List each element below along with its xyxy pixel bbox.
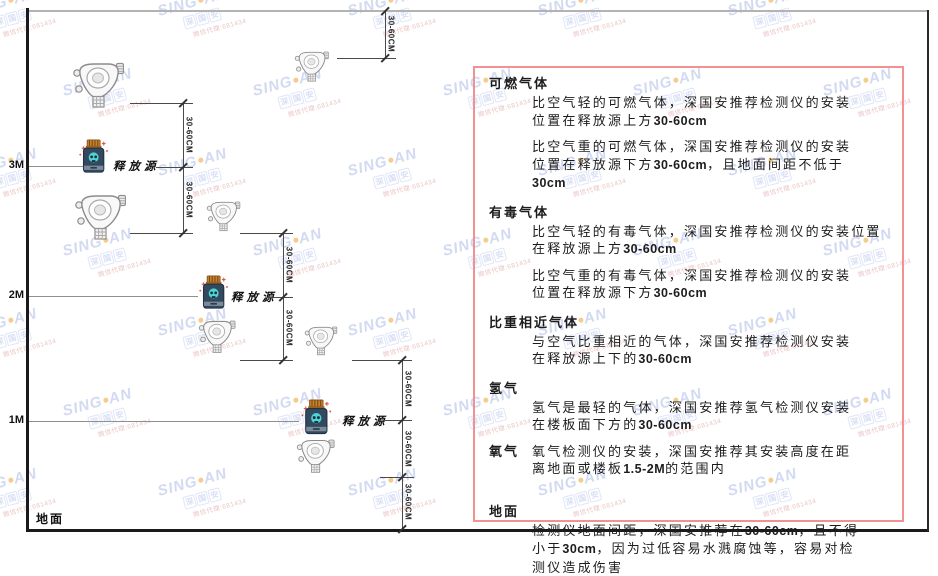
dimension-tick (240, 360, 293, 361)
dimension-label: 30-60CM (387, 16, 396, 52)
panel-section: 比重相近气体与空气比重相近的气体，深国安推荐检测仪安装在释放源上下的30-60c… (475, 314, 902, 369)
dimension-tick (156, 167, 193, 168)
gas-detector-icon (304, 326, 337, 359)
section-heading: 氧气 (489, 443, 519, 460)
dimension-tick (383, 420, 412, 421)
paragraph-line: 在释放源上方30-60cm (475, 240, 902, 259)
section-body: 氢气是最轻的气体，深国安推荐氢气检测仪安装在楼板面下方的30-60cm (475, 399, 902, 435)
section-heading: 地面 (489, 503, 902, 520)
release-source-label: 释放源 (342, 413, 389, 429)
dimension-label: 30-60CM (404, 431, 413, 467)
right-border-line (927, 10, 929, 531)
ceiling-line (27, 10, 928, 12)
paragraph-line: 比空气重的有毒气体，深国安推荐检测仪的安装 (475, 267, 902, 285)
paragraph: 比空气重的有毒气体，深国安推荐检测仪的安装位置在释放源下方30-60cm (475, 267, 902, 303)
dimension-label: 30-60CM (404, 371, 413, 407)
dimension-label: 30-60CM (285, 247, 294, 283)
gas-detector-icon (206, 201, 240, 235)
release-source-icon (300, 399, 333, 440)
paragraph: 氧气检测仪的安装，深国安推荐其安装高度在距离地面或楼板1.5-2M的范围内 (475, 443, 902, 479)
height-label-3m: 3M (2, 159, 24, 171)
paragraph-line: 位置在释放源下方30-60cm，且地面间距不低于 (475, 156, 902, 175)
dimension-label: 30-60CM (185, 182, 194, 218)
info-panel: 可燃气体比空气轻的可燃气体，深国安推荐检测仪的安装位置在释放源上方30-60cm… (473, 66, 904, 522)
section-heading: 有毒气体 (489, 204, 902, 221)
paragraph-line: 比空气轻的有毒气体，深国安推荐检测仪的安装位置 (475, 223, 902, 241)
paragraph-line: 比空气重的可燃气体，深国安推荐检测仪的安装 (475, 138, 902, 156)
paragraph-line: 在楼板面下方的30-60cm (475, 416, 902, 435)
height-line-1m (29, 421, 299, 422)
section-body: 比空气轻的有毒气体，深国安推荐检测仪的安装位置在释放源上方30-60cm 比空气重… (475, 223, 902, 303)
section-body: 氧气检测仪的安装，深国安推荐其安装高度在距离地面或楼板1.5-2M的范围内 (475, 443, 902, 479)
section-heading: 比重相近气体 (489, 314, 902, 331)
paragraph-line: 位置在释放源下方30-60cm (475, 284, 902, 303)
panel-section: 氢气氢气是最轻的气体，深国安推荐氢气检测仪安装在楼板面下方的30-60cm (475, 380, 902, 435)
section-body: 与空气比重相近的气体，深国安推荐检测仪安装在释放源上下的30-60cm (475, 333, 902, 369)
height-line-2m (29, 296, 198, 297)
dimension-tick (240, 233, 293, 234)
section-heading: 可燃气体 (489, 75, 902, 92)
info-panel-content: 可燃气体比空气轻的可燃气体，深国安推荐检测仪的安装位置在释放源上方30-60cm… (475, 68, 902, 520)
paragraph-line: 检测仪地面间距，深国安推荐在30-60cm，且不得 (475, 522, 902, 541)
paragraph-line: 与空气比重相近的气体，深国安推荐检测仪安装 (475, 333, 902, 351)
height-line-3m (29, 166, 85, 167)
paragraph-line: 30cm (475, 174, 902, 193)
paragraph-line: 比空气轻的可燃气体，深国安推荐检测仪的安装 (475, 94, 902, 112)
paragraph: 比空气重的可燃气体，深国安推荐检测仪的安装位置在释放源下方30-60cm，且地面… (475, 138, 902, 193)
paragraph-line: 离地面或楼板1.5-2M的范围内 (475, 460, 902, 479)
wall-line (26, 8, 29, 532)
dimension-tick (337, 58, 396, 59)
gas-detector-icon (72, 62, 124, 113)
panel-section: 氧气氧气检测仪的安装，深国安推荐其安装高度在距离地面或楼板1.5-2M的范围内 (475, 443, 902, 479)
section-body: 检测仪地面间距，深国安推荐在30-60cm，且不得小于30cm，因为过低容易水溅… (475, 522, 902, 576)
panel-section: 可燃气体比空气轻的可燃气体，深国安推荐检测仪的安装位置在释放源上方30-60cm… (475, 75, 902, 193)
release-source-icon (198, 275, 229, 315)
paragraph-line: 氢气是最轻的气体，深国安推荐氢气检测仪安装 (475, 399, 902, 417)
paragraph: 检测仪地面间距，深国安推荐在30-60cm，且不得小于30cm，因为过低容易水溅… (475, 522, 902, 576)
dimension-label: 30-60CM (185, 117, 194, 153)
paragraph-line: 氧气检测仪的安装，深国安推荐其安装高度在距 (475, 443, 902, 461)
release-source-label: 释放源 (113, 158, 160, 174)
panel-section: 有毒气体比空气轻的有毒气体，深国安推荐检测仪的安装位置在释放源上方30-60cm… (475, 204, 902, 303)
section-body: 比空气轻的可燃气体，深国安推荐检测仪的安装位置在释放源上方30-60cm 比空气重… (475, 94, 902, 193)
height-label-2m: 2M (2, 289, 24, 301)
paragraph: 与空气比重相近的气体，深国安推荐检测仪安装在释放源上下的30-60cm (475, 333, 902, 369)
paragraph: 氢气是最轻的气体，深国安推荐氢气检测仪安装在楼板面下方的30-60cm (475, 399, 902, 435)
ground-label: 地面 (36, 510, 64, 527)
paragraph-line: 位置在释放源上方30-60cm (475, 112, 902, 131)
paragraph: 比空气轻的有毒气体，深国安推荐检测仪的安装位置在释放源上方30-60cm (475, 223, 902, 259)
paragraph-line: 测仪造成伤害 (475, 559, 902, 576)
dimension-tick (380, 477, 414, 478)
dimension-tick (352, 360, 412, 361)
paragraph: 比空气轻的可燃气体，深国安推荐检测仪的安装位置在释放源上方30-60cm (475, 94, 902, 130)
section-heading: 氢气 (489, 380, 902, 397)
paragraph-line: 小于30cm，因为过低容易水溅腐蚀等，容易对检 (475, 540, 902, 559)
gas-detector-icon (294, 51, 329, 85)
panel-section: 地面检测仪地面间距，深国安推荐在30-60cm，且不得小于30cm，因为过低容易… (475, 503, 902, 576)
gas-detector-icon (198, 320, 235, 357)
gas-detector-icon (74, 194, 126, 245)
dimension-label: 30-60CM (285, 310, 294, 346)
paragraph-line: 在释放源上下的30-60cm (475, 350, 902, 369)
release-source-icon (78, 139, 109, 179)
gas-detector-icon (296, 439, 334, 477)
height-label-1m: 1M (2, 414, 24, 426)
dimension-label: 30-60CM (404, 484, 413, 520)
